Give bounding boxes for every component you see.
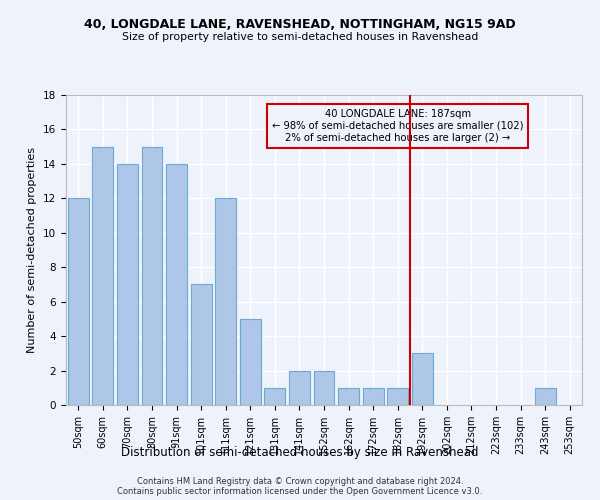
Text: Contains public sector information licensed under the Open Government Licence v3: Contains public sector information licen… — [118, 486, 482, 496]
Bar — [338, 388, 359, 405]
Bar — [412, 354, 433, 405]
Bar — [314, 370, 334, 405]
Bar — [387, 388, 408, 405]
Bar — [265, 388, 286, 405]
Bar — [92, 146, 113, 405]
Text: Distribution of semi-detached houses by size in Ravenshead: Distribution of semi-detached houses by … — [121, 446, 479, 459]
Text: 40 LONGDALE LANE: 187sqm
← 98% of semi-detached houses are smaller (102)
2% of s: 40 LONGDALE LANE: 187sqm ← 98% of semi-d… — [272, 110, 523, 142]
Bar — [117, 164, 138, 405]
Bar — [289, 370, 310, 405]
Bar — [240, 319, 261, 405]
Text: Size of property relative to semi-detached houses in Ravenshead: Size of property relative to semi-detach… — [122, 32, 478, 42]
Text: 40, LONGDALE LANE, RAVENSHEAD, NOTTINGHAM, NG15 9AD: 40, LONGDALE LANE, RAVENSHEAD, NOTTINGHA… — [84, 18, 516, 30]
Bar — [215, 198, 236, 405]
Bar — [166, 164, 187, 405]
Bar — [68, 198, 89, 405]
Bar — [362, 388, 383, 405]
Y-axis label: Number of semi-detached properties: Number of semi-detached properties — [28, 147, 37, 353]
Bar — [191, 284, 212, 405]
Bar — [535, 388, 556, 405]
Text: Contains HM Land Registry data © Crown copyright and database right 2024.: Contains HM Land Registry data © Crown c… — [137, 476, 463, 486]
Bar — [142, 146, 163, 405]
